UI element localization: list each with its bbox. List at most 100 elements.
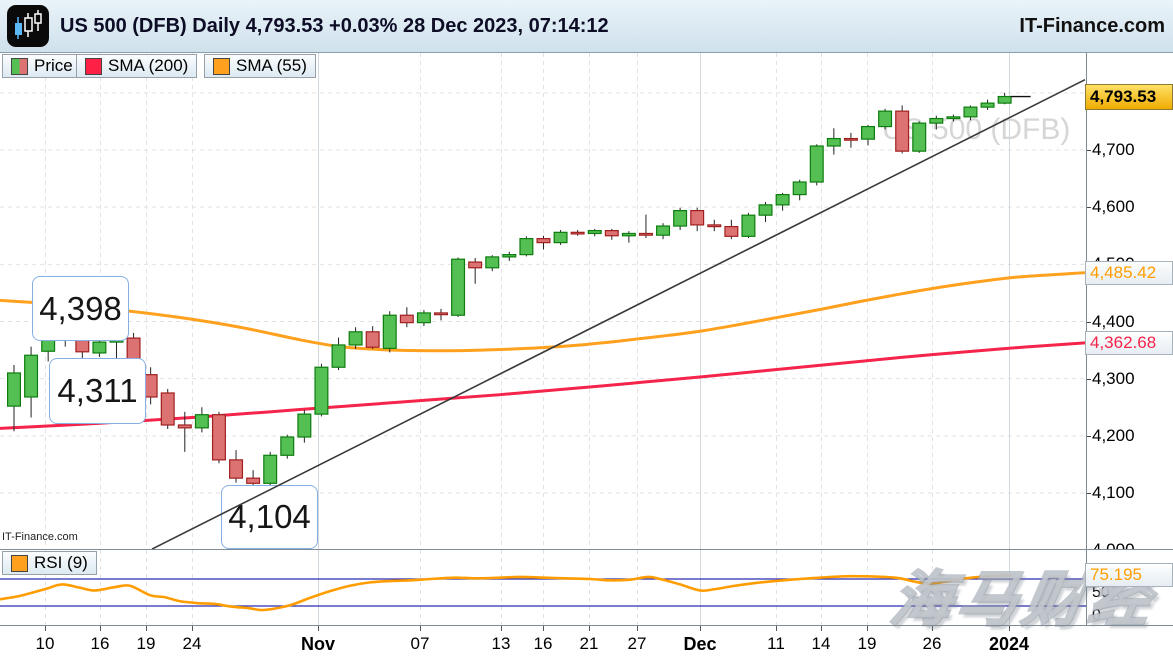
- callout-mid-label: 4,311: [57, 372, 138, 409]
- time-tick-label: 14: [811, 634, 831, 653]
- price-tick-label: 4,100: [1092, 483, 1135, 503]
- callout-high-label: 4,398: [39, 289, 122, 327]
- legend-sma200-label: SMA (200): [108, 56, 189, 75]
- time-tick-label: 19: [857, 634, 877, 653]
- time-tick-mark: [589, 626, 590, 631]
- time-tick-mark: [700, 626, 701, 631]
- price-callout-high[interactable]: 4,398: [32, 276, 129, 341]
- time-tick-mark: [637, 626, 638, 631]
- candlestick-logo-icon[interactable]: [7, 5, 49, 47]
- price-tick-mark: [1086, 150, 1091, 151]
- price-tick-label: 4,000: [1092, 540, 1135, 549]
- legend-chip-sma200[interactable]: SMA (200): [76, 54, 198, 78]
- candle-body: [263, 454, 278, 484]
- time-tick-mark: [1009, 626, 1010, 631]
- candle-body: [638, 232, 653, 236]
- legend-chip-sma55[interactable]: SMA (55): [204, 54, 316, 78]
- legend-rsi-label: RSI (9): [34, 553, 88, 572]
- candle-body: [6, 372, 22, 407]
- candle-body: [246, 477, 261, 484]
- candle-body: [741, 214, 756, 237]
- time-tick-mark: [501, 626, 502, 631]
- candle-body: [451, 258, 466, 316]
- candle-body: [587, 230, 602, 235]
- candle-body: [348, 331, 363, 346]
- legend-chip-price[interactable]: Price: [2, 54, 82, 78]
- rsi-tick-label: 50: [1092, 583, 1110, 601]
- candle-body: [365, 331, 380, 348]
- time-tick-mark: [318, 626, 319, 631]
- time-tick-label: 21: [579, 634, 599, 653]
- candle-body: [826, 137, 841, 147]
- candle-body: [229, 459, 244, 479]
- instrument-title: US 500 (DFB) Daily 4,793.53 +0.03% 28 De…: [60, 15, 609, 37]
- legend-chip-rsi[interactable]: RSI (9): [2, 551, 97, 575]
- sma55-value: 4,485.42: [1090, 263, 1157, 282]
- time-tick-mark: [45, 626, 46, 631]
- sma55-swatch-icon: [213, 57, 230, 75]
- candle-body: [211, 414, 226, 461]
- callout-low-label: 4,104: [228, 498, 311, 535]
- candle-body: [194, 414, 209, 429]
- rsi-panel-canvas[interactable]: [0, 550, 1086, 625]
- sma55-line: [0, 271, 1086, 353]
- price-tick-label: 4,300: [1092, 368, 1135, 388]
- candle-body: [416, 312, 431, 324]
- rsi-tick-label: 0: [1092, 607, 1101, 624]
- time-tick-label: 16: [90, 634, 110, 653]
- price-tick-mark: [1086, 493, 1091, 495]
- time-tick-mark: [420, 626, 421, 631]
- time-tick-label: 19: [136, 634, 156, 653]
- rsi-line: [0, 574, 1012, 612]
- price-tick-label: 4,700: [1092, 140, 1135, 159]
- candle-body: [946, 116, 961, 120]
- candle-body: [570, 231, 585, 235]
- time-axis: z2r101.cn 10161924Nov0713162127Dec111419…: [0, 626, 1173, 660]
- sma200-swatch-icon: [85, 57, 102, 75]
- time-tick-mark: [192, 626, 193, 631]
- time-tick-mark: [932, 626, 933, 631]
- candle-body: [604, 230, 619, 237]
- time-tick-label: 26: [922, 634, 942, 653]
- candle-body: [707, 224, 722, 228]
- legend-price-label: Price: [34, 56, 73, 75]
- candle-body: [963, 106, 978, 118]
- time-tick-label: Nov: [300, 634, 335, 654]
- time-tick-label: 27: [627, 634, 647, 653]
- price-tick-label: 4,200: [1092, 425, 1135, 445]
- price-chart-canvas[interactable]: US 500 (DFB): [0, 53, 1086, 549]
- last-price-value: 4,793.53: [1090, 87, 1157, 106]
- candle-body: [177, 424, 192, 429]
- panel-divider: [0, 549, 1173, 550]
- candle-body: [92, 341, 107, 354]
- price-callout-low[interactable]: 4,104: [221, 485, 318, 549]
- candle-body: [502, 254, 517, 258]
- price-tick-mark: [1086, 378, 1091, 380]
- candle-body: [775, 193, 790, 206]
- time-tick-mark: [867, 626, 868, 631]
- candle-body: [895, 110, 910, 152]
- brand-link[interactable]: IT-Finance.com: [1019, 15, 1165, 37]
- time-tick-label: 13: [491, 634, 511, 653]
- candle-body: [485, 256, 500, 269]
- candle-body: [673, 210, 688, 227]
- candle-body: [997, 95, 1012, 104]
- site-watermark: IT-Finance.com: [2, 531, 78, 543]
- candle-body: [519, 238, 534, 256]
- candle-body: [980, 102, 995, 108]
- candle-body: [280, 436, 295, 456]
- time-tick-mark: [543, 626, 544, 631]
- price-tick-label: 4,400: [1092, 311, 1135, 331]
- header-bar: US 500 (DFB) Daily 4,793.53 +0.03% 28 De…: [0, 0, 1173, 53]
- sma200-value: 4,362.68: [1090, 333, 1157, 352]
- rsi-swatch-icon: [11, 554, 28, 572]
- candle-body: [553, 231, 568, 244]
- candle-body: [331, 344, 346, 368]
- price-plot-svg: [0, 53, 1086, 549]
- logo-candles-icon: [15, 10, 42, 39]
- candle-body: [160, 392, 175, 426]
- price-callout-mid[interactable]: 4,311: [49, 358, 146, 424]
- time-tick-label: 16: [533, 634, 553, 653]
